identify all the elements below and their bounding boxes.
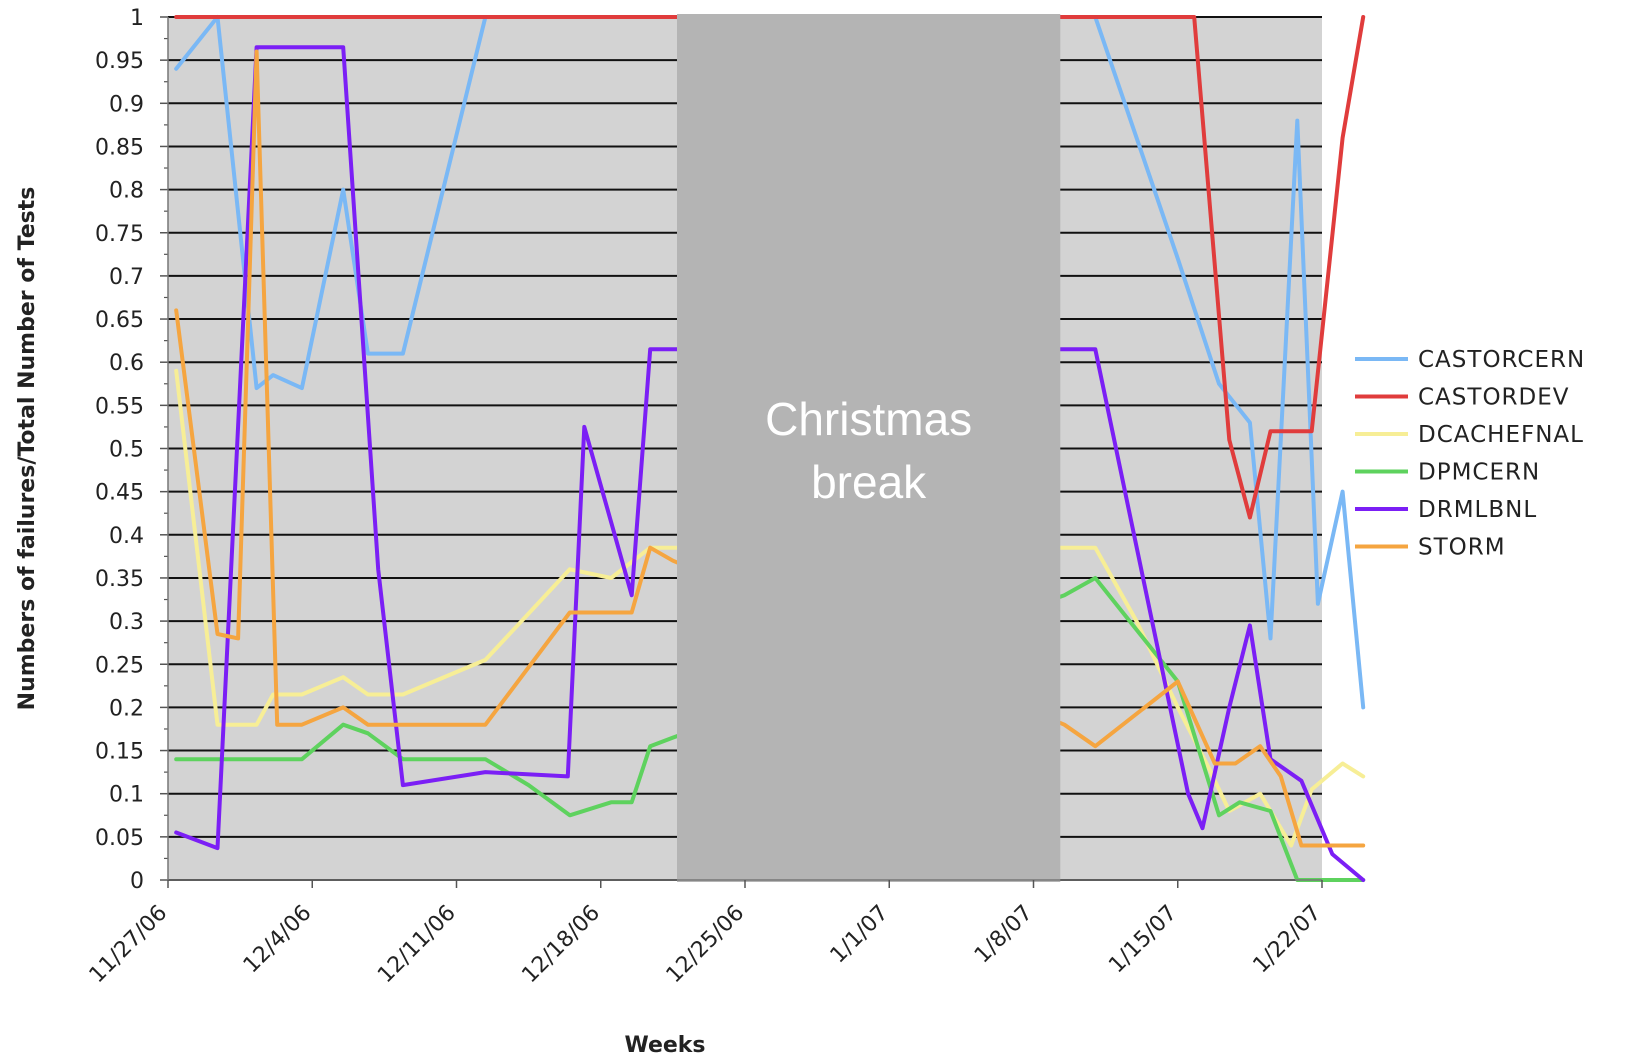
- x-tick-label: 1/22/07: [1249, 901, 1327, 979]
- y-tick-label: 0.55: [95, 394, 144, 419]
- legend-label: DPMCERN: [1418, 460, 1540, 486]
- y-tick-label: 0.1: [109, 783, 144, 808]
- series-line-dcachefnal: [174, 368, 1366, 848]
- y-axis-title: Numbers of failures/Total Number of Test…: [15, 187, 40, 711]
- y-tick-label: 0.8: [109, 179, 144, 204]
- y-tick-label: 0.15: [95, 740, 144, 765]
- y-tick-label: 0.2: [109, 696, 144, 721]
- y-tick-label: 0.4: [109, 524, 144, 549]
- y-tick-label: 0.6: [109, 351, 144, 376]
- legend-label: CASTORCERN: [1418, 347, 1585, 373]
- x-tick-label: 12/18/06: [517, 901, 605, 989]
- y-tick-label: 0.45: [95, 481, 144, 506]
- y-tick-label: 0.75: [95, 222, 144, 247]
- x-tick-label: 11/27/06: [85, 901, 173, 989]
- break-annotation-line: break: [811, 456, 927, 508]
- y-tick-label: 0.3: [109, 610, 144, 635]
- legend-label: DRMLBNL: [1418, 497, 1537, 523]
- legend-label: CASTORDEV: [1418, 385, 1570, 411]
- x-tick-label: 12/11/06: [373, 901, 461, 989]
- y-tick-label: 0.25: [95, 653, 144, 678]
- y-tick-label: 0.7: [109, 265, 144, 290]
- x-tick-label: 1/15/07: [1104, 901, 1182, 979]
- y-tick-label: 0.95: [95, 49, 144, 74]
- x-tick-label: 1/8/07: [970, 901, 1038, 969]
- y-tick-label: 0.65: [95, 308, 144, 333]
- legend-label: STORM: [1418, 535, 1506, 561]
- y-tick-label: 0.05: [95, 826, 144, 851]
- y-tick-label: 0: [130, 869, 144, 894]
- christmas-break-overlay: [676, 14, 1061, 882]
- legend: CASTORCERN CASTORDEV DCACHEFNAL DPMCERN DRML…: [1355, 347, 1585, 561]
- y-tick-label: 0.9: [109, 92, 144, 117]
- x-tick-label: 1/1/07: [826, 901, 894, 969]
- series-line-dpmcern: [174, 576, 1366, 882]
- x-axis-title: Weeks: [624, 1033, 705, 1058]
- y-tick-label: 0.35: [95, 567, 144, 592]
- legend-label: DCACHEFNAL: [1418, 422, 1584, 448]
- y-tick-label: 1: [130, 6, 144, 31]
- y-tick-label: 0.5: [109, 438, 144, 463]
- series-line-drmlbnl: [174, 45, 1366, 882]
- x-tick-label: 12/25/06: [662, 901, 750, 989]
- x-tick-label: 12/4/06: [239, 901, 317, 979]
- y-tick-label: 0.85: [95, 135, 144, 160]
- series-line-storm: [174, 49, 1366, 848]
- break-annotation-line: Christmas: [765, 393, 972, 445]
